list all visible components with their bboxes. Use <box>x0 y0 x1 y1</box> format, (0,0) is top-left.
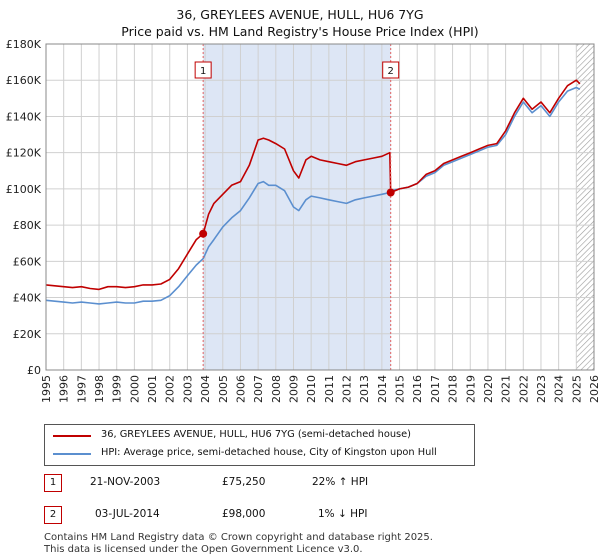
transaction-badge: 1 <box>44 474 62 492</box>
x-tick-label: 2021 <box>500 375 513 403</box>
x-tick-label: 2002 <box>164 375 177 403</box>
x-tick-label: 2022 <box>517 375 530 403</box>
footer-copyright: Contains HM Land Registry data © Crown c… <box>44 532 433 543</box>
x-tick-label: 2018 <box>447 375 460 403</box>
x-tick-label: 2000 <box>128 375 141 403</box>
y-tick-label: £60K <box>13 255 42 268</box>
x-tick-label: 2023 <box>535 375 548 403</box>
sale-marker-label: 2 <box>388 66 394 77</box>
y-tick-label: £100K <box>6 183 42 196</box>
sale-marker-label: 1 <box>200 66 206 77</box>
x-tick-label: 1995 <box>40 375 53 403</box>
x-tick-label: 1999 <box>111 375 124 403</box>
shaded-span <box>203 44 391 370</box>
transaction-date: 03-JUL-2014 <box>95 508 160 520</box>
x-tick-label: 2009 <box>287 375 300 403</box>
y-tick-label: £180K <box>6 38 42 51</box>
y-tick-label: £80K <box>13 219 42 232</box>
footer-licence: This data is licensed under the Open Gov… <box>44 544 363 555</box>
x-tick-label: 1997 <box>75 375 88 403</box>
x-tick-label: 2005 <box>217 375 230 403</box>
x-tick-label: 2014 <box>376 375 389 403</box>
x-tick-label: 2012 <box>341 375 354 403</box>
x-tick-label: 2011 <box>323 375 336 403</box>
y-tick-label: £20K <box>13 328 42 341</box>
x-tick-label: 2006 <box>234 375 247 403</box>
x-tick-label: 2004 <box>199 375 212 403</box>
transaction-price: £75,250 <box>222 476 266 488</box>
x-tick-label: 2010 <box>305 375 318 403</box>
legend-label-property: 36, GREYLEES AVENUE, HULL, HU6 7YG (semi… <box>101 429 411 440</box>
transaction-badge: 2 <box>44 506 62 524</box>
x-tick-label: 1996 <box>58 375 71 403</box>
price-chart: 1 2 £0 £20K £40K £60K £80K £100K £120K £140K £160… <box>6 38 600 403</box>
sale-point <box>386 188 395 197</box>
x-tick-label: 2026 <box>588 375 600 403</box>
sale-point <box>199 229 208 238</box>
sale-marker-box <box>194 61 212 79</box>
x-tick-label: 2013 <box>358 375 371 403</box>
x-tick-label: 2007 <box>252 375 265 403</box>
x-tick-label: 2016 <box>411 375 424 403</box>
y-tick-label: £140K <box>6 110 42 123</box>
x-tick-label: 2019 <box>464 375 477 403</box>
chart-title-line1: 36, GREYLEES AVENUE, HULL, HU6 7YG <box>176 7 424 22</box>
x-tick-label: 2017 <box>429 375 442 403</box>
x-tick-label: 2003 <box>181 375 194 403</box>
x-tick-label: 2024 <box>553 375 566 403</box>
property-price-line <box>45 79 581 291</box>
y-tick-label: £160K <box>6 74 42 87</box>
transaction-price: £98,000 <box>222 508 266 520</box>
transaction-hpi-diff: 1% ↓ HPI <box>318 508 368 520</box>
transaction-date: 21-NOV-2003 <box>90 476 161 488</box>
x-tick-label: 2001 <box>146 375 159 403</box>
hatched-region <box>576 44 594 370</box>
x-tick-label: 2025 <box>570 375 583 403</box>
chart-legend: 36, GREYLEES AVENUE, HULL, HU6 7YG (semi… <box>44 424 475 466</box>
y-tick-label: £120K <box>6 147 42 160</box>
sale-marker-box <box>382 61 400 79</box>
y-tick-label: £0 <box>27 364 41 377</box>
hpi-line <box>45 86 581 305</box>
y-tick-label: £40K <box>13 292 42 305</box>
legend-label-hpi: HPI: Average price, semi-detached house,… <box>101 447 437 458</box>
transaction-hpi-diff: 22% ↑ HPI <box>312 476 369 488</box>
legend-swatch-property <box>53 435 91 437</box>
x-tick-label: 2008 <box>270 375 283 403</box>
x-tick-label: 1998 <box>93 375 106 403</box>
x-tick-label: 2015 <box>394 375 407 403</box>
legend-swatch-hpi <box>53 453 91 455</box>
plot-frame <box>45 43 595 371</box>
chart-title-line2: Price paid vs. HM Land Registry's House … <box>121 24 479 39</box>
x-tick-label: 2020 <box>482 375 495 403</box>
